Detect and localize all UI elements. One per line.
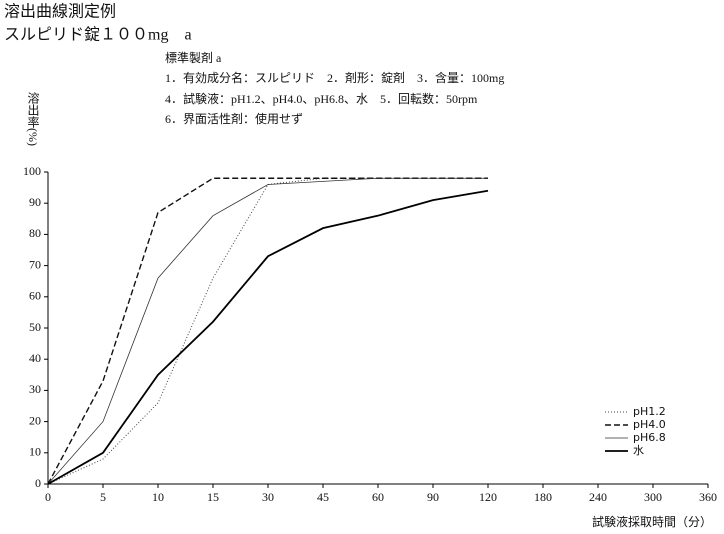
y-tick-label: 0 — [35, 476, 41, 490]
y-tick-label: 100 — [23, 164, 41, 178]
legend-label: 水 — [633, 444, 644, 457]
data-line — [47, 189, 489, 485]
x-tick-label: 15 — [207, 490, 219, 504]
y-tick-label: 60 — [29, 289, 41, 303]
x-tick-label: 300 — [644, 490, 662, 504]
data-line — [47, 177, 488, 485]
x-tick-label: 60 — [372, 490, 384, 504]
annotation: 1．有効成分名：スルピリド 2．剤形：錠剤 3．含量：100mg — [165, 70, 504, 85]
y-tick-label: 80 — [29, 226, 41, 240]
x-tick-label: 0 — [45, 490, 51, 504]
y-axis-label: 溶出率(%) — [26, 91, 40, 146]
x-tick-label: 10 — [152, 490, 164, 504]
chart-subtitle: スルピリド錠１００mg a — [4, 26, 192, 44]
y-tick-label: 30 — [29, 382, 41, 396]
annotation: 標準製剤 a — [165, 50, 222, 65]
legend-label: pH1.2 — [633, 405, 666, 418]
y-tick-label: 70 — [29, 257, 41, 271]
y-tick-label: 50 — [29, 320, 41, 334]
legend-label: pH4.0 — [633, 418, 666, 431]
y-tick-label: 40 — [29, 351, 41, 365]
legend-label: pH6.8 — [633, 431, 666, 444]
x-tick-label: 240 — [589, 490, 607, 504]
annotation: 4．試験液：pH1.2、pH4.0、pH6.8、水 5．回転数：50rpm — [165, 91, 478, 106]
x-tick-label: 120 — [479, 490, 497, 504]
y-tick-label: 10 — [29, 445, 41, 459]
y-tick-label: 20 — [29, 413, 41, 427]
x-tick-label: 30 — [262, 490, 274, 504]
chart-title: 溶出曲線測定例 — [4, 3, 116, 21]
x-tick-label: 5 — [100, 490, 106, 504]
x-axis-label: 試験液採取時間（分） — [592, 514, 712, 529]
x-tick-label: 180 — [534, 490, 552, 504]
annotation: 6．界面活性剤：使用せず — [165, 111, 303, 126]
x-tick-label: 360 — [699, 490, 717, 504]
x-tick-label: 45 — [317, 490, 329, 504]
x-tick-label: 90 — [427, 490, 439, 504]
y-tick-label: 90 — [29, 195, 41, 209]
